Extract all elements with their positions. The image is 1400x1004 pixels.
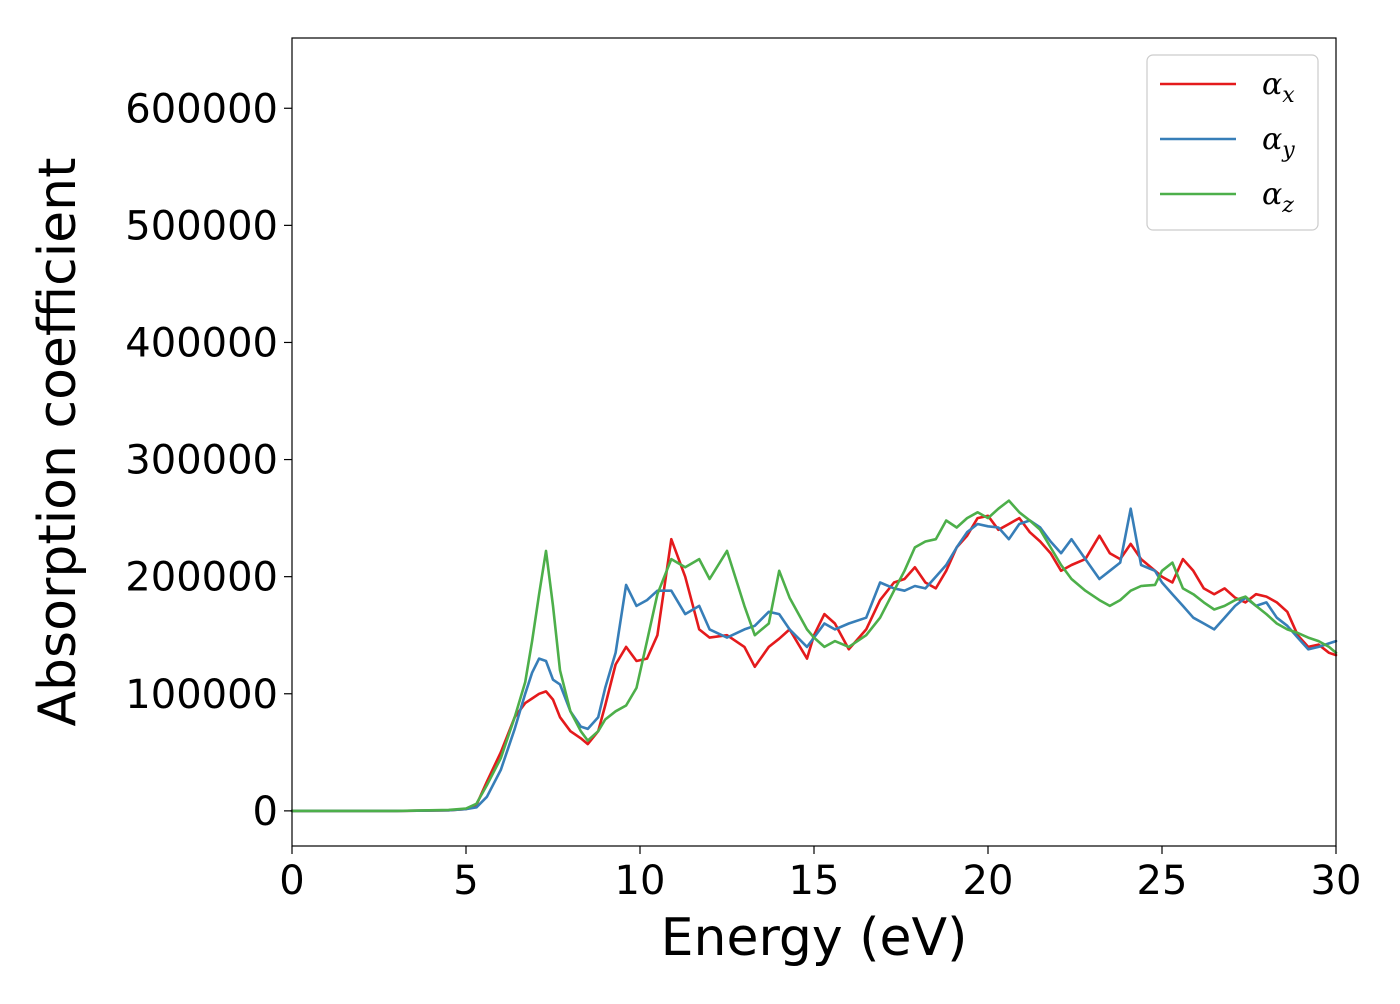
series-line-z — [290, 499, 1338, 813]
y-tick-label: 200000 — [125, 555, 278, 601]
x-tick-label: 15 — [789, 858, 840, 904]
x-tick-label: 20 — [963, 858, 1014, 904]
x-tick-label: 5 — [453, 858, 478, 904]
x-tick-label: 30 — [1311, 858, 1362, 904]
x-tick-label: 0 — [279, 858, 304, 904]
series-line-y — [290, 507, 1338, 813]
legend-box — [1146, 54, 1319, 231]
y-axis: 0 100000 200000 300000 400000 500000 600000 — [125, 86, 292, 835]
x-axis-label: Energy (eV) — [661, 908, 968, 968]
x-tick-label: 25 — [1137, 858, 1188, 904]
legend-label-z: αz — [1262, 177, 1294, 218]
legend-items: αx αy αz — [1160, 67, 1295, 218]
series-line-x — [290, 514, 1338, 813]
y-tick-label: 400000 — [125, 320, 278, 366]
y-tick-label: 300000 — [125, 438, 278, 484]
legend-label-y: αy — [1262, 122, 1295, 163]
y-axis-label: Absorption coefficient — [28, 157, 88, 726]
x-tick-label: 10 — [615, 858, 666, 904]
y-tick-label: 0 — [253, 789, 278, 835]
legend: αx αy αz — [1146, 54, 1319, 231]
legend-label-x: αx — [1262, 67, 1295, 108]
series-lines — [290, 499, 1338, 813]
y-tick-label: 100000 — [125, 672, 278, 718]
y-tick-label: 500000 — [125, 203, 278, 249]
y-tick-label: 600000 — [125, 86, 278, 132]
x-axis: 0 5 10 15 20 25 30 — [279, 846, 1361, 904]
